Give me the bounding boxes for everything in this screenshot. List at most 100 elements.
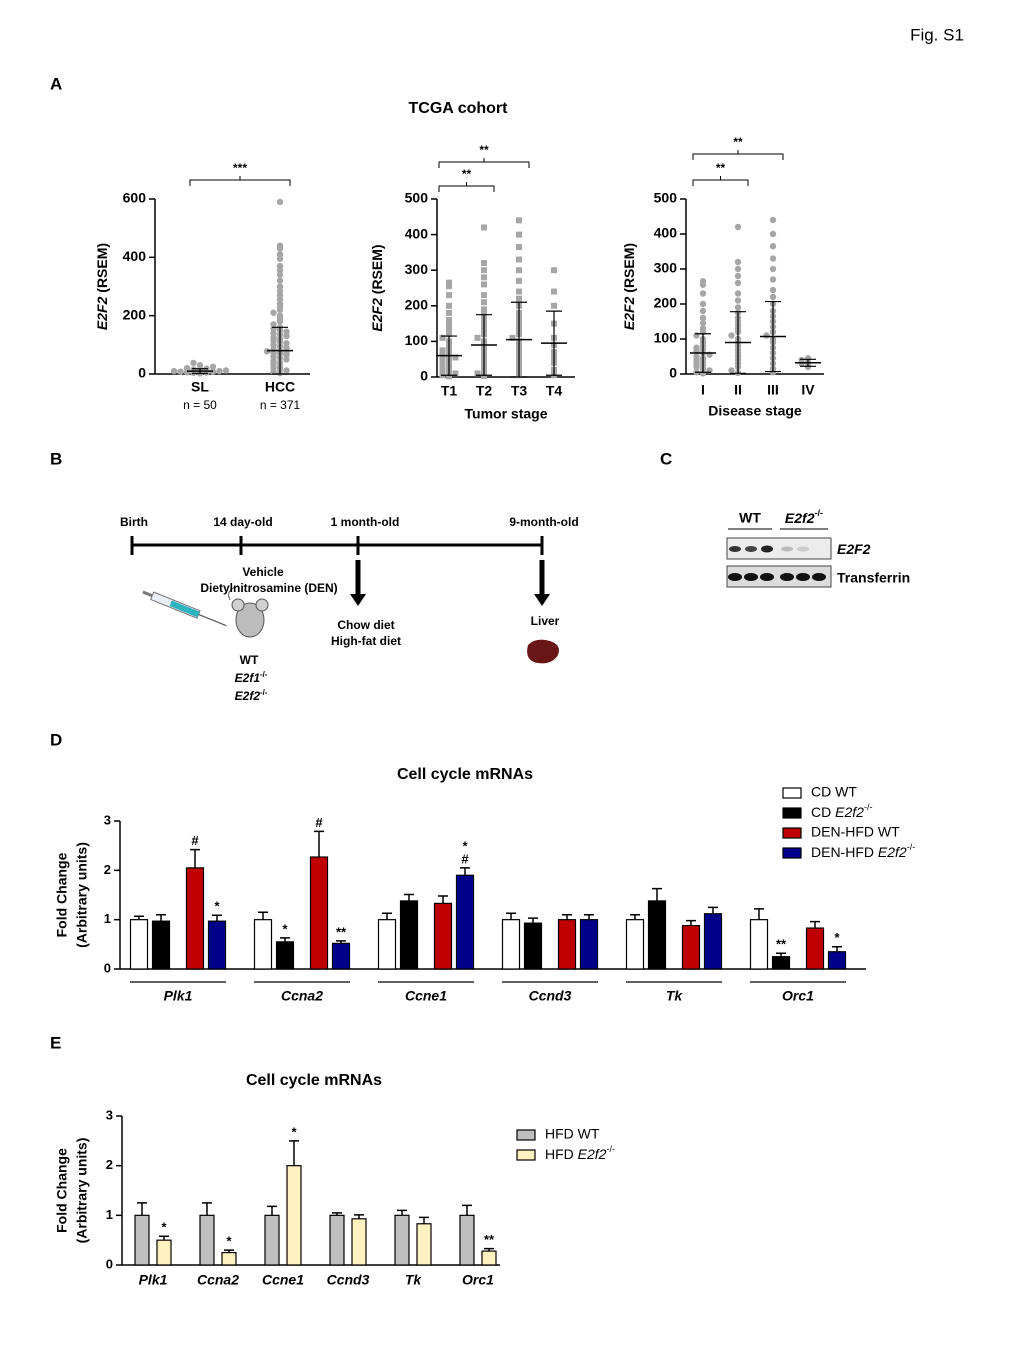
data-point (439, 350, 446, 357)
data-point (446, 322, 452, 329)
legend-label: DEN-HFD E2f2-/- (811, 842, 915, 859)
y-tick-label: 500 (654, 190, 678, 206)
sd-bar (441, 335, 457, 376)
y-axis-label: E2F2 (RSEM) (369, 244, 385, 331)
error-bar (708, 906, 718, 914)
data-point (170, 367, 178, 375)
bar (129, 919, 149, 970)
data-point (516, 217, 522, 224)
blot-protein: Transferrin (837, 570, 910, 586)
x-tick-label: IV (801, 382, 815, 398)
data-point (474, 334, 481, 341)
data-point (283, 332, 290, 340)
significance-bracket (692, 176, 749, 186)
significance-label: * (291, 1124, 297, 1139)
data-point (439, 334, 446, 341)
y-tick-label: 500 (405, 190, 429, 206)
error-bar (258, 911, 268, 920)
x-tick-label: T3 (511, 383, 528, 399)
error-bar (267, 1205, 277, 1216)
data-point (516, 231, 522, 238)
data-point (270, 309, 277, 316)
error-bar (354, 1214, 364, 1219)
data-point (481, 274, 487, 281)
data-point (446, 373, 452, 380)
treatment-label: Dietylnitrosamine (DEN) (200, 581, 337, 595)
bar (416, 1223, 432, 1266)
error-bar (314, 830, 324, 858)
bar (827, 951, 847, 970)
error-bar (212, 914, 222, 922)
data-point (270, 357, 277, 365)
data-point (699, 320, 707, 327)
data-point (439, 363, 446, 370)
bar (156, 1239, 172, 1266)
data-point (276, 198, 284, 206)
data-point (446, 317, 452, 324)
data-point (439, 359, 446, 366)
timeline-label: Birth (120, 515, 148, 529)
data-point (516, 256, 522, 263)
data-point (516, 277, 522, 284)
bar (199, 1214, 215, 1266)
data-point (551, 288, 557, 295)
error-bar (404, 893, 414, 901)
data-point (699, 300, 707, 308)
data-point (276, 255, 284, 262)
y-tick-label: 200 (123, 306, 147, 322)
bar (309, 856, 329, 970)
sd-bar (511, 301, 527, 378)
legend-label: CD WT (811, 784, 857, 800)
error-bar (438, 895, 448, 904)
significance-bracket (438, 158, 530, 168)
x-tick-label: SL (191, 379, 209, 395)
data-point (734, 223, 742, 231)
error-bar (190, 848, 200, 868)
data-point (699, 325, 707, 332)
x-tick-label: HCC (265, 379, 295, 395)
data-point (183, 364, 191, 372)
bar (399, 900, 419, 970)
y-axis-label: (Arbitrary units) (74, 842, 90, 948)
x-tick-label: Orc1 (782, 988, 814, 1004)
significance-label: *** (233, 161, 247, 175)
data-point (446, 302, 452, 309)
x-axis-label: Disease stage (708, 403, 802, 419)
significance-bracket (189, 176, 291, 186)
y-tick-label: 100 (654, 330, 678, 346)
data-point (481, 281, 487, 288)
data-point (276, 262, 284, 270)
data-point (551, 302, 557, 309)
data-point (276, 271, 284, 279)
legend-swatch (782, 827, 802, 839)
bar (134, 1214, 150, 1266)
sd-bar (730, 311, 746, 374)
legend-label: HFD E2f2-/- (545, 1144, 615, 1161)
error-bar (754, 908, 764, 920)
y-tick-label: 400 (654, 225, 678, 241)
significance-label: * (462, 838, 468, 853)
y-tick-label: 0 (104, 960, 111, 975)
significance-label: ** (716, 161, 726, 175)
bar (286, 1165, 302, 1266)
data-point (276, 267, 284, 274)
data-point (734, 265, 742, 273)
bar (331, 942, 351, 970)
sd-bar (192, 368, 208, 375)
data-point (481, 292, 487, 299)
data-point (699, 278, 707, 285)
data-point (270, 341, 277, 349)
timeline-label: 14 day-old (213, 515, 272, 529)
bar (329, 1214, 345, 1266)
data-point (177, 368, 184, 375)
x-tick-label: Tk (666, 988, 684, 1004)
panel-title: TCGA cohort (409, 100, 509, 117)
x-tick-label: T2 (476, 383, 493, 399)
data-point (769, 276, 777, 283)
data-point (276, 300, 284, 308)
x-tick-label: II (734, 382, 742, 398)
data-point (769, 216, 777, 224)
error-bar (686, 919, 696, 926)
bar (264, 1214, 280, 1266)
blot-protein: E2F2 (837, 541, 871, 557)
